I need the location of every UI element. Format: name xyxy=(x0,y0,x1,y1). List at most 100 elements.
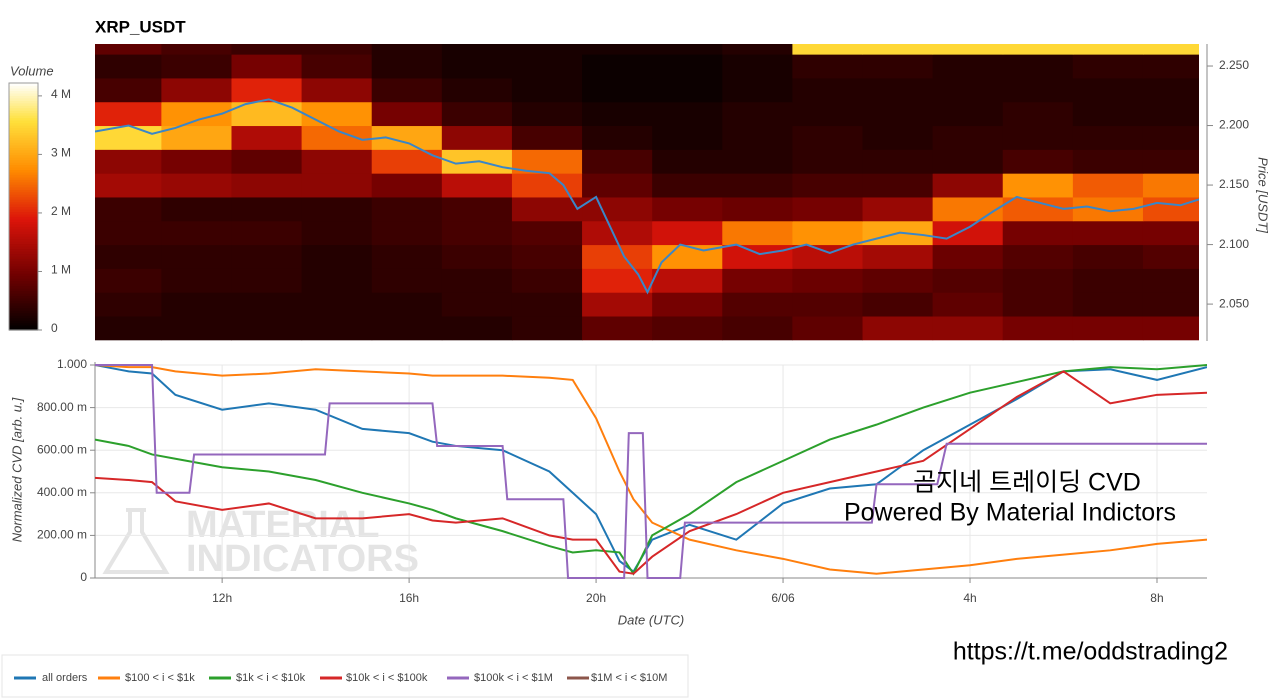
heat-cell xyxy=(862,244,934,269)
heat-cell xyxy=(161,220,232,246)
y-tick-label: 1.000 xyxy=(57,357,87,371)
heat-cell xyxy=(95,77,162,103)
heat-cell xyxy=(792,77,864,103)
heat-cell xyxy=(95,44,162,55)
heat-cell xyxy=(95,316,162,341)
heat-cell xyxy=(652,77,723,103)
heat-cell xyxy=(932,44,1004,55)
heat-cell xyxy=(1142,220,1199,246)
heat-cell xyxy=(652,101,723,127)
colorbar-swatch xyxy=(9,132,38,136)
heat-cell xyxy=(582,101,653,127)
heat-cell xyxy=(511,316,583,341)
heat-cell xyxy=(932,244,1004,269)
heat-cell xyxy=(1142,196,1199,222)
heat-cell xyxy=(1002,149,1074,174)
colorbar-swatch xyxy=(9,285,38,289)
heat-cell xyxy=(1072,44,1144,55)
colorbar-swatch xyxy=(9,199,38,203)
heat-cell xyxy=(441,173,513,198)
heat-cell xyxy=(1072,173,1144,198)
y-tick-label: 800.00 m xyxy=(37,400,87,414)
heat-cell xyxy=(1002,77,1074,103)
colorbar-tick-label: 4 M xyxy=(51,87,71,101)
heat-cell xyxy=(652,220,723,246)
heat-cell xyxy=(441,125,513,150)
colorbar-swatch xyxy=(9,127,38,131)
heat-cell xyxy=(652,125,723,150)
colorbar-swatch xyxy=(9,241,38,245)
colorbar-swatch xyxy=(9,189,38,193)
heat-cell xyxy=(1002,292,1074,317)
heat-cell xyxy=(862,54,934,79)
heat-cell xyxy=(441,196,513,222)
heat-cell xyxy=(301,101,373,127)
heat-cell xyxy=(1072,244,1144,269)
y-tick-label: 2.250 xyxy=(1219,58,1249,72)
colorbar-swatch xyxy=(9,137,38,141)
colorbar-swatch xyxy=(9,263,38,267)
heat-cell xyxy=(792,220,864,246)
colorbar-swatch xyxy=(9,186,38,190)
heat-cell xyxy=(722,54,793,79)
heat-cell xyxy=(652,44,723,55)
heat-cell xyxy=(161,173,232,198)
heat-cell xyxy=(301,44,373,55)
heat-cell xyxy=(722,244,793,269)
heat-cell xyxy=(932,149,1004,174)
heat-cell xyxy=(652,54,723,79)
y-tick-label: 2.200 xyxy=(1219,118,1249,132)
heat-cell xyxy=(862,44,934,55)
colorbar-swatch xyxy=(9,164,38,168)
heat-cell xyxy=(792,268,864,293)
colorbar-swatch xyxy=(9,283,38,287)
colorbar-swatch xyxy=(9,228,38,232)
x-tick-label: 4h xyxy=(963,591,976,605)
heat-cell xyxy=(231,220,303,246)
heat-cell xyxy=(231,268,303,293)
heat-cell xyxy=(301,196,373,222)
heat-cell xyxy=(1142,316,1199,341)
colorbar-swatch xyxy=(9,107,38,111)
colorbar-swatch xyxy=(9,265,38,269)
y-tick-label: 2.100 xyxy=(1219,237,1249,251)
y-axis-label: Price [USDT] xyxy=(1256,157,1271,233)
colorbar-swatch xyxy=(9,110,38,114)
heat-cell xyxy=(1142,292,1199,317)
colorbar-swatch xyxy=(9,322,38,326)
heat-cell xyxy=(792,244,864,269)
heat-cell xyxy=(932,101,1004,127)
colorbar-swatch xyxy=(9,280,38,284)
heat-cell xyxy=(582,77,653,103)
colorbar-tick-label: 3 M xyxy=(51,146,71,160)
heat-cell xyxy=(161,125,232,150)
series-line xyxy=(95,370,1207,575)
series-line xyxy=(95,364,1207,575)
heat-cell xyxy=(511,244,583,269)
heat-cell xyxy=(1072,220,1144,246)
colorbar-swatch xyxy=(9,208,38,213)
heat-cell xyxy=(231,77,303,103)
heat-cell xyxy=(95,54,162,79)
x-tick-label: 20h xyxy=(586,591,606,605)
heat-cell xyxy=(932,77,1004,103)
colorbar-label: Volume xyxy=(10,63,54,78)
colorbar-swatch xyxy=(9,85,38,89)
heat-cell xyxy=(1142,101,1199,127)
series-line xyxy=(95,364,1207,576)
colorbar-swatch xyxy=(9,312,38,316)
heat-cell xyxy=(371,54,443,79)
heat-cell xyxy=(792,54,864,79)
heat-cell xyxy=(511,77,583,103)
heat-cell xyxy=(161,44,232,55)
heat-cell xyxy=(1142,244,1199,269)
heat-cell xyxy=(1072,77,1144,103)
colorbar-swatch xyxy=(9,302,38,306)
colorbar-swatch xyxy=(9,317,38,321)
heat-cell xyxy=(792,316,864,341)
heat-cell xyxy=(95,268,162,293)
heat-cell xyxy=(95,173,162,198)
heat-cell xyxy=(932,173,1004,198)
colorbar-swatch xyxy=(9,206,38,210)
heat-cell xyxy=(511,125,583,150)
